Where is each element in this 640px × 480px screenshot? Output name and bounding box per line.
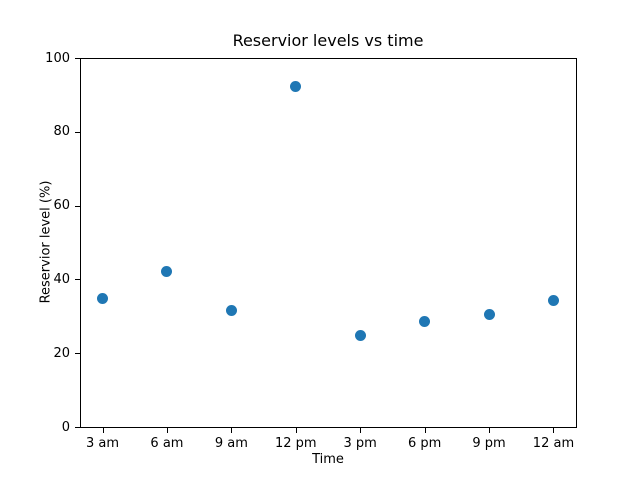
y-tick-mark (75, 279, 80, 281)
data-point (97, 292, 109, 304)
x-tick-label: 3 pm (343, 436, 377, 451)
data-point (161, 265, 173, 277)
y-tick-mark (75, 58, 80, 59)
x-tick-mark (102, 428, 104, 433)
data-point (547, 295, 559, 307)
x-tick-label: 9 am (214, 436, 248, 451)
chart-title: Reservior levels vs time (232, 31, 424, 50)
plot-area (80, 58, 577, 428)
y-tick-label: 0 (61, 419, 70, 435)
x-tick-label: 9 pm (472, 436, 506, 451)
y-tick-mark (75, 131, 80, 133)
x-tick-label: 12 pm (274, 436, 317, 451)
y-tick-label: 20 (53, 345, 70, 361)
y-tick-label: 40 (53, 271, 70, 287)
y-tick-mark (75, 205, 80, 207)
x-tick-mark (231, 428, 233, 433)
x-tick-mark (553, 428, 555, 433)
data-point (419, 316, 431, 328)
x-axis-label: Time (312, 452, 344, 467)
data-point (290, 80, 302, 92)
x-tick-mark (489, 428, 491, 433)
data-point (483, 308, 495, 320)
x-tick-mark (360, 428, 362, 433)
x-tick-mark (424, 428, 426, 433)
data-point (354, 329, 366, 341)
y-tick-label: 100 (45, 50, 70, 66)
x-tick-label: 6 pm (407, 436, 442, 451)
x-tick-label: 3 am (86, 436, 120, 451)
x-tick-mark (166, 428, 168, 433)
data-point (225, 304, 237, 316)
y-tick-label: 60 (53, 198, 70, 214)
x-tick-label: 12 am (532, 436, 575, 451)
y-tick-mark (75, 427, 80, 428)
x-tick-mark (295, 428, 297, 433)
y-tick-label: 80 (53, 124, 70, 140)
y-tick-mark (75, 353, 80, 355)
x-tick-label: 6 am (150, 436, 184, 451)
